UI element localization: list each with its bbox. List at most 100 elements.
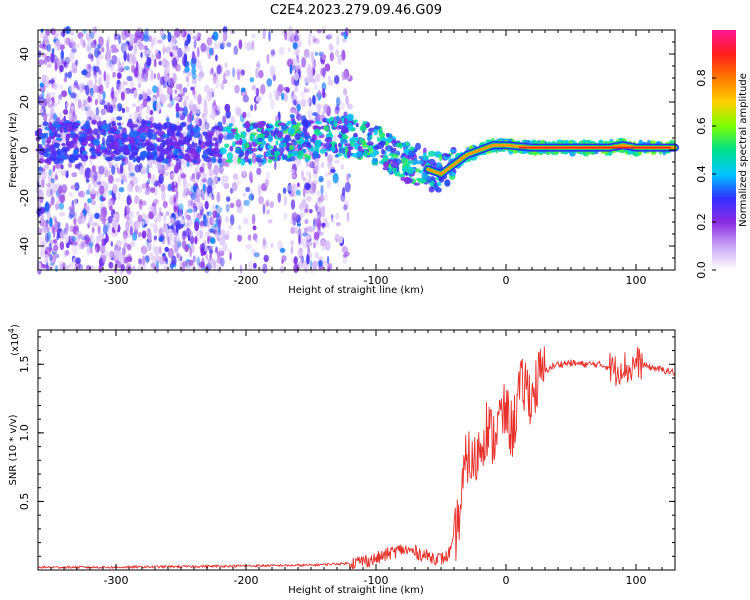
spectrogram-cell [211, 215, 216, 226]
spectrogram-cell [167, 86, 173, 96]
spectrogram-cell [401, 166, 408, 173]
spectrogram-cell [324, 151, 328, 157]
spectrogram-cell [110, 104, 114, 114]
spectrogram-cell [312, 179, 319, 184]
spectrogram-cell [192, 35, 199, 41]
x-tick-label: -300 [104, 274, 129, 287]
spectrogram-cell [149, 109, 154, 116]
spectrogram-cell [372, 157, 376, 166]
spectrogram-cell [281, 255, 287, 262]
spectrogram-cell [93, 39, 97, 46]
spectrogram-cell [37, 189, 44, 197]
spectrogram-cell [139, 221, 145, 226]
spectrogram-cell [72, 111, 76, 117]
spectrogram-cell [41, 90, 45, 101]
spectrogram-cell [305, 170, 310, 176]
spectrogram-cell [129, 172, 136, 177]
spectrogram-cell [226, 41, 232, 48]
spectrogram-cell [191, 178, 198, 184]
spectrogram-cell [174, 200, 179, 207]
spectrogram-cell [57, 221, 61, 229]
spectrogram-cell [193, 130, 201, 139]
spectrogram-cell [72, 41, 77, 50]
chart-title: C2E4.2023.279.09.46.G09 [270, 3, 442, 18]
spectrogram-cell [213, 164, 219, 176]
spectrogram-cell [193, 153, 200, 158]
spectrogram-cell [308, 36, 312, 47]
spectrogram-cell [202, 250, 207, 256]
spectrogram-cell [150, 174, 156, 185]
spectrogram-heatmap [34, 25, 677, 275]
spectrogram-cell [38, 166, 43, 171]
spectrogram-cell [328, 171, 333, 176]
spectrogram-cell [326, 255, 330, 264]
spectrogram-cell [324, 63, 331, 72]
spectrogram-cell [105, 78, 110, 89]
spectrogram-cell [121, 137, 125, 145]
spectrogram-cell [289, 109, 296, 114]
spectrogram-cell [217, 264, 221, 273]
spectrogram-cell [315, 202, 318, 213]
spectrogram-cell [129, 78, 134, 90]
spectrogram-cell [128, 137, 136, 146]
spectrogram-cell [85, 135, 94, 141]
spectrogram-cell [91, 226, 95, 234]
spectrogram-cell [236, 68, 242, 76]
spectrogram-cell [259, 144, 264, 149]
spectrogram-cell [338, 101, 345, 111]
spectrogram-cell [101, 47, 105, 53]
spectrogram-cell [169, 94, 173, 102]
spectrogram-cell [106, 235, 110, 243]
spectrogram-cell [298, 234, 301, 245]
spectrogram-cell [172, 72, 177, 84]
spectrogram-cell [64, 223, 69, 234]
spectrogram-cell [327, 154, 334, 163]
spectrogram-cell [110, 240, 114, 247]
spectrogram-cell [145, 189, 151, 195]
spectrogram-cell [184, 66, 190, 73]
colorbar-tick-label: 0.6 [695, 117, 708, 135]
spectrogram-cell [44, 158, 50, 163]
spectrogram-cell [344, 181, 351, 193]
colorbar-tick-label: 0.8 [695, 69, 708, 87]
spectrogram-cell [159, 160, 163, 171]
spectrogram-cell [208, 87, 215, 98]
spectrogram-cell [146, 88, 152, 97]
spectrogram-cell [136, 27, 142, 37]
spectrogram-cell [68, 191, 73, 197]
spectrogram-cell [324, 142, 332, 149]
spectrogram-x-ticks: -300 -200 -100 0 100 [50, 30, 676, 287]
spectrogram-cell [238, 39, 243, 50]
spectrogram-cell [162, 213, 167, 223]
spectrogram-cell [321, 111, 325, 116]
y-tick-label: 0.5 [18, 493, 31, 511]
spectrogram-cell [216, 191, 221, 203]
spectrogram-cell [321, 161, 325, 168]
spectrogram-cell [96, 233, 103, 242]
spectrogram-cell [206, 220, 211, 227]
spectrogram-cell [74, 79, 78, 87]
spectrogram-cell [205, 45, 210, 51]
spectrogram-cell [117, 192, 121, 201]
spectrogram-cell [247, 234, 252, 242]
spectrogram-cell [323, 125, 330, 131]
spectrogram-cell [346, 103, 353, 110]
spectrogram-cell [197, 32, 202, 38]
spectrogram-cell [156, 260, 159, 268]
spectrogram-cell [422, 152, 427, 159]
spectrogram-cell [334, 233, 340, 239]
spectrogram-cell [87, 198, 92, 204]
spectrogram-cell [194, 236, 198, 245]
spectrogram-cell [53, 114, 58, 120]
spectrogram-cell [275, 93, 280, 101]
spectrogram-cell [222, 31, 228, 42]
spectrogram-cell [108, 250, 115, 258]
spectrogram-cell [121, 107, 126, 114]
spectrogram-cell [185, 182, 192, 188]
spectrogram-cell [133, 66, 139, 78]
spectrogram-cell [170, 144, 174, 150]
spectrogram-cell [106, 58, 110, 65]
spectrogram-cell [216, 44, 221, 50]
spectrogram-cell [179, 256, 183, 262]
spectrogram-cell [191, 55, 197, 64]
